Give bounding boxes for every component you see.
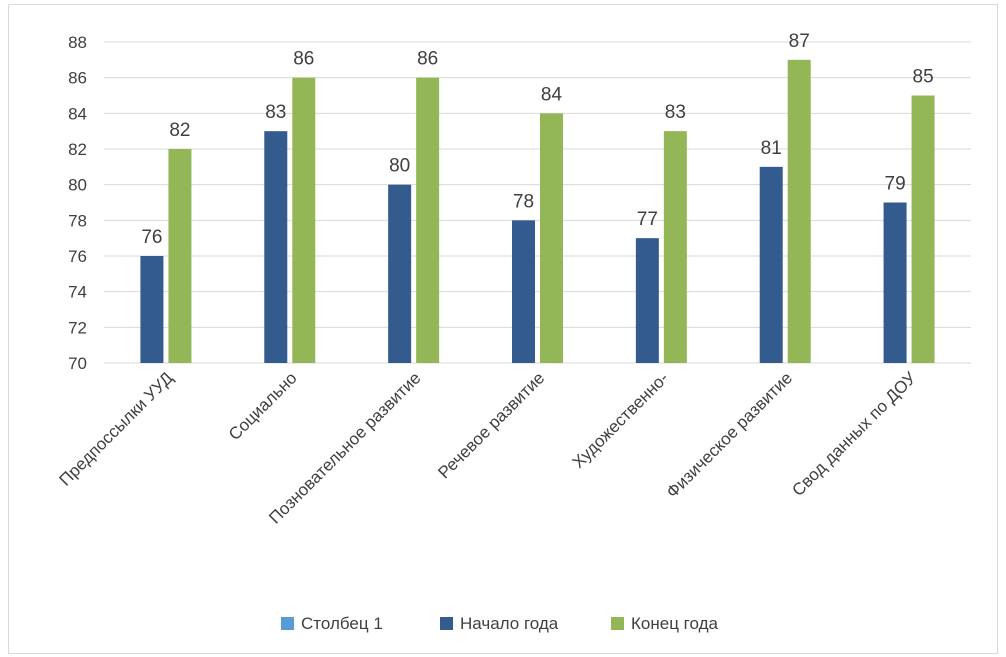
y-tick-label: 84 — [68, 104, 87, 123]
data-label: 83 — [665, 102, 686, 123]
bar — [787, 59, 811, 363]
bar — [512, 220, 535, 363]
bar — [140, 256, 164, 363]
data-label: 81 — [761, 138, 782, 159]
legend-swatch — [611, 617, 624, 630]
bar — [168, 149, 192, 363]
category-label: Физическое развитие — [663, 368, 796, 501]
data-label: 84 — [541, 84, 563, 105]
y-tick-label: 78 — [68, 211, 87, 230]
legend-label: Конец года — [631, 614, 718, 633]
category-label: Художественно- — [569, 368, 673, 472]
y-tick-label: 86 — [68, 69, 87, 88]
legend: Столбец 1 Начало года Конец года — [281, 614, 718, 633]
data-label: 76 — [141, 227, 162, 248]
chart-frame: 70 72 74 76 78 80 82 84 86 88 76 82 83 86 80 86 78 84 77 8… — [8, 4, 998, 654]
data-label: 86 — [293, 49, 314, 70]
y-tick-label: 82 — [68, 140, 87, 159]
data-label: 80 — [389, 156, 410, 177]
bar — [663, 131, 687, 363]
bar-chart: 70 72 74 76 78 80 82 84 86 88 76 82 83 86 80 86 78 84 77 8… — [55, 31, 971, 633]
bar — [388, 184, 412, 363]
legend-label: Начало года — [460, 614, 559, 633]
y-axis-tick-labels: 70 72 74 76 78 80 82 84 86 88 — [68, 33, 87, 373]
y-tick-label: 76 — [68, 247, 87, 266]
legend-item: Начало года — [440, 614, 559, 633]
data-label: 87 — [789, 31, 810, 52]
data-label: 77 — [637, 209, 658, 230]
category-labels: Предпоссылки УУД СоциальноПозновательное … — [55, 368, 920, 528]
bar — [911, 95, 935, 363]
category-label: Социально — [225, 368, 301, 444]
gridlines — [104, 41, 971, 364]
legend-label: Столбец 1 — [301, 614, 383, 633]
category-label: Речевое развитие — [434, 368, 548, 482]
y-tick-label: 88 — [68, 33, 87, 52]
bar — [759, 166, 783, 363]
bar — [540, 113, 563, 363]
legend-item: Столбец 1 — [281, 614, 383, 633]
y-tick-label: 72 — [68, 318, 87, 337]
y-tick-label: 74 — [68, 283, 87, 302]
bar — [264, 131, 288, 363]
bar — [416, 77, 440, 364]
category-label: Предпоссылки УУД — [55, 368, 177, 490]
data-labels: 76 82 83 86 80 86 78 84 77 83 81 87 79 85 — [141, 31, 933, 248]
bar — [883, 202, 907, 363]
bar — [635, 238, 659, 363]
data-label: 79 — [885, 174, 906, 195]
data-label: 78 — [513, 191, 534, 212]
bar — [292, 77, 316, 364]
data-label: 82 — [169, 120, 190, 141]
data-label: 86 — [417, 49, 438, 70]
category-label: Свод данных по ДОУ — [788, 368, 920, 500]
legend-swatch — [281, 617, 294, 630]
data-label: 83 — [265, 102, 286, 123]
legend-item: Конец года — [611, 614, 718, 633]
bars — [140, 59, 935, 364]
y-tick-label: 70 — [68, 354, 87, 373]
data-label: 85 — [913, 67, 934, 88]
legend-swatch — [440, 617, 453, 630]
y-tick-label: 80 — [68, 176, 87, 195]
